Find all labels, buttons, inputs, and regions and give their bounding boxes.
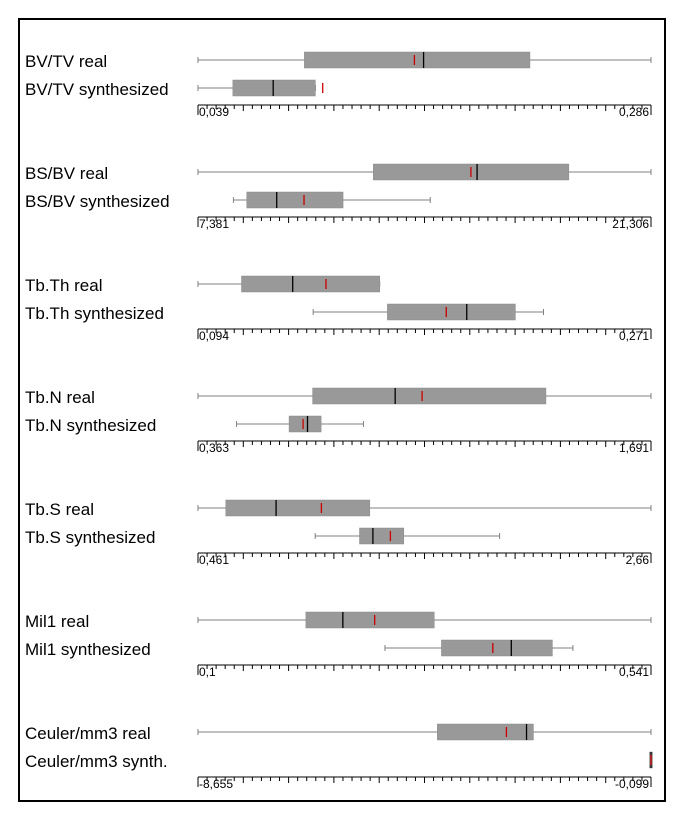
panel-0-bv-tv-synthesized-box: [232, 79, 316, 97]
series-label: Tb.N real: [25, 388, 95, 407]
axis-min-label: 0,363: [199, 441, 229, 455]
panel-3-tb-n-real-box: [312, 387, 547, 405]
series-label: Ceuler/mm3 synth.: [25, 752, 168, 771]
axis-min-label: 0,1: [199, 665, 216, 679]
axis-max-label: 2,66: [626, 553, 650, 567]
panel-5-mil1-synthesized-box: [441, 639, 553, 657]
series-label: Tb.N synthesized: [25, 416, 156, 435]
axis-min-label: -8,655: [199, 777, 233, 791]
chart-frame: [18, 18, 666, 802]
panel-6-ceuler-mm3-real-box: [437, 723, 534, 741]
axis-min-label: 0,039: [199, 105, 229, 119]
axis-max-label: 1,691: [619, 441, 649, 455]
series-label: BS/BV real: [25, 164, 108, 183]
axis-max-label: 0,286: [619, 105, 649, 119]
panel-5-mil1-real-box: [305, 611, 435, 629]
axis-max-label: 0,271: [619, 329, 649, 343]
series-label: Mil1 real: [25, 612, 89, 631]
axis-min-label: 7,381: [199, 217, 229, 231]
axis-max-label: 21,306: [612, 217, 649, 231]
series-label: Tb.Th synthesized: [25, 304, 164, 323]
series-label: Ceuler/mm3 real: [25, 724, 151, 743]
series-label: Tb.Th real: [25, 276, 102, 295]
panel-2-tb-th-synthesized-box: [387, 303, 516, 321]
axis-max-label: -0,099: [615, 777, 649, 791]
series-label: Tb.S synthesized: [25, 528, 155, 547]
series-label: BS/BV synthesized: [25, 192, 170, 211]
axis-min-label: 0,094: [199, 329, 229, 343]
series-label: Tb.S real: [25, 500, 94, 519]
series-label: Mil1 synthesized: [25, 640, 151, 659]
panel-3-tb-n-synthesized-box: [288, 415, 322, 433]
series-label: BV/TV synthesized: [25, 80, 169, 99]
panel-2-tb-th-real-box: [241, 275, 380, 293]
series-label: BV/TV real: [25, 52, 107, 71]
panel-1-bs-bv-synthesized-box: [246, 191, 344, 209]
panel-4-tb-s-real-box: [225, 499, 371, 517]
axis-max-label: 0,541: [619, 665, 649, 679]
axis-min-label: 0,461: [199, 553, 229, 567]
panel-4-tb-s-synthesized-box: [359, 527, 405, 545]
panel-0-bv-tv-real-box: [304, 51, 531, 69]
